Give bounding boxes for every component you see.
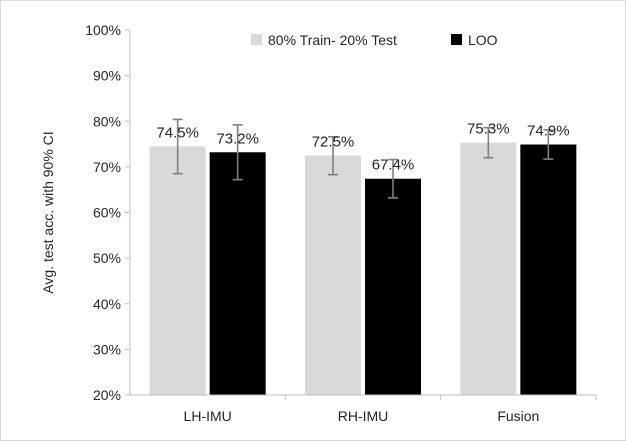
y-tick-label: 30% [93, 341, 121, 357]
y-tick-label: 40% [93, 296, 121, 312]
y-tick-label: 70% [93, 159, 121, 175]
bar [149, 146, 206, 395]
bars [149, 142, 577, 395]
legend: 80% Train- 20% Test LOO [251, 32, 498, 48]
bar [305, 155, 361, 395]
data-label: 74.9% [527, 123, 570, 140]
data-label: 72.5% [312, 133, 355, 150]
y-tick-label: 50% [93, 250, 121, 266]
data-label: 75.3% [467, 121, 510, 138]
x-category-label: RH-IMU [338, 408, 389, 424]
data-label: 73.2% [216, 130, 259, 147]
legend-label: LOO [468, 32, 498, 48]
x-category-label: LH-IMU [184, 408, 232, 424]
data-label: 67.4% [372, 157, 415, 174]
legend-swatch [451, 34, 462, 45]
y-axis-ticks: 20% 30% 40% 50% 60% 70% 80% 90% 100% [85, 22, 130, 403]
bar [365, 178, 421, 395]
legend-label: 80% Train- 20% Test [268, 32, 397, 48]
y-tick-label: 60% [93, 205, 121, 221]
data-labels: 74.5% 73.2% 72.5% 67.4% 75.3% 74.9% [156, 121, 569, 174]
y-tick-label: 90% [93, 68, 121, 84]
data-label: 74.5% [156, 124, 199, 141]
y-axis-label: Avg. test acc. with 90% CI [40, 131, 56, 293]
y-tick-label: 80% [93, 113, 121, 129]
x-category-label: Fusion [497, 408, 539, 424]
bar [460, 142, 517, 395]
bar [520, 144, 577, 395]
x-axis-categories: LH-IMU RH-IMU Fusion [184, 395, 597, 424]
y-tick-label: 100% [85, 22, 121, 38]
legend-swatch [251, 34, 262, 45]
y-tick-label: 20% [93, 387, 121, 403]
bar [209, 152, 266, 395]
error-bars [172, 118, 554, 199]
